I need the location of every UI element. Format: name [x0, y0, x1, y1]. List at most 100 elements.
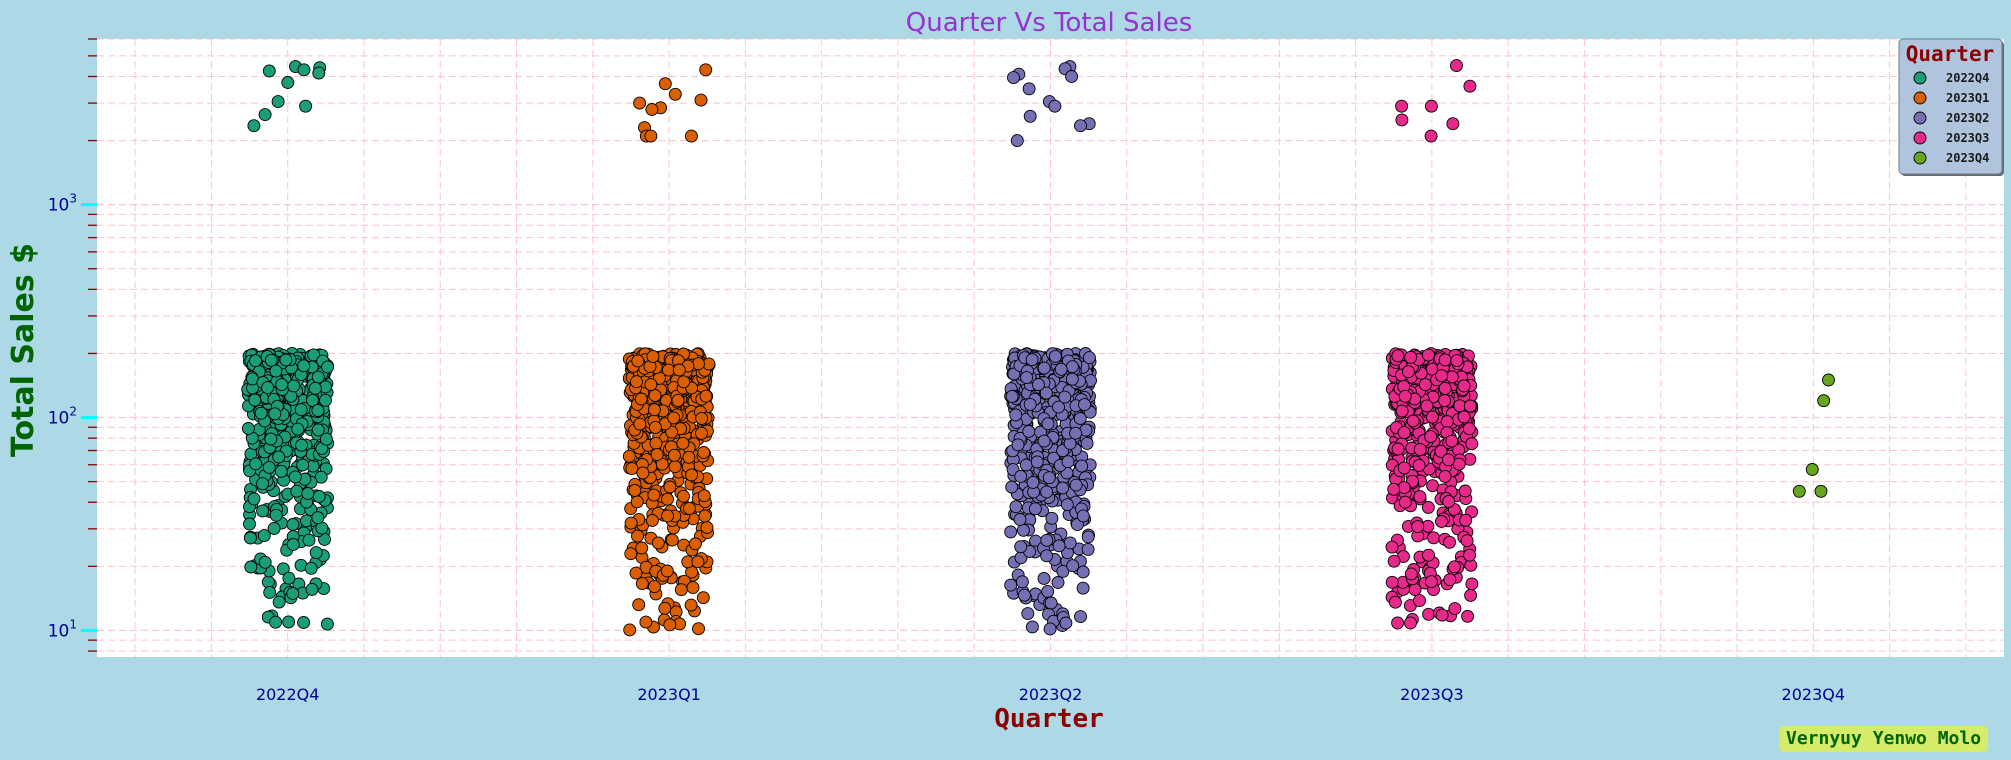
data-point	[321, 360, 335, 374]
legend: Quarter 2022Q4 2023Q1 2023Q2 2023Q3 2023Q4	[1898, 38, 2004, 176]
data-point	[1397, 426, 1411, 440]
legend-label: 2023Q3	[1946, 131, 1989, 145]
legend-title: Quarter	[1906, 42, 1995, 66]
data-point	[279, 353, 293, 367]
data-point	[1037, 361, 1051, 375]
data-point	[1412, 458, 1426, 472]
data-point	[633, 417, 647, 431]
data-point	[647, 403, 661, 417]
legend-marker	[1913, 91, 1927, 105]
data-point	[696, 591, 710, 605]
data-point	[631, 354, 645, 368]
data-point	[1424, 129, 1438, 143]
data-point	[1061, 455, 1075, 469]
data-point	[691, 357, 705, 371]
data-point	[261, 381, 275, 395]
data-point	[624, 547, 638, 561]
data-point	[291, 422, 305, 436]
data-point	[1059, 616, 1073, 630]
data-point	[306, 393, 319, 407]
data-point	[1385, 540, 1399, 554]
data-point	[1013, 513, 1027, 526]
data-point	[630, 375, 643, 389]
data-point	[257, 529, 271, 543]
data-point	[319, 432, 333, 446]
data-point	[304, 561, 318, 575]
data-point	[320, 617, 334, 631]
data-point	[1463, 79, 1477, 93]
data-point	[1073, 412, 1087, 425]
data-point	[651, 536, 665, 550]
data-point	[665, 533, 679, 547]
data-point	[646, 350, 660, 363]
data-point	[625, 462, 639, 476]
data-point	[1037, 571, 1051, 585]
data-point	[1074, 119, 1087, 133]
data-point	[1054, 362, 1068, 376]
data-point	[1397, 461, 1411, 475]
data-point	[1081, 542, 1095, 556]
data-point	[1025, 620, 1039, 634]
data-point	[630, 495, 644, 509]
legend-label: 2023Q1	[1946, 91, 1989, 105]
data-point	[312, 66, 326, 80]
data-point	[243, 517, 256, 531]
data-point	[1080, 436, 1094, 450]
data-point	[1438, 381, 1452, 395]
data-point	[1395, 99, 1409, 113]
data-point	[262, 64, 276, 78]
data-point	[1082, 351, 1096, 365]
data-point	[296, 458, 310, 472]
data-point	[682, 450, 696, 464]
data-point	[1010, 134, 1024, 148]
data-point	[1427, 531, 1441, 545]
data-point	[256, 504, 270, 518]
data-point	[644, 129, 658, 143]
data-point	[1442, 495, 1456, 508]
legend-marker	[1913, 131, 1927, 145]
data-point	[262, 460, 276, 474]
data-point	[1395, 404, 1409, 418]
data-point	[1422, 607, 1436, 621]
data-point	[648, 580, 661, 594]
y-tick-label: 101	[48, 617, 77, 641]
data-point	[1424, 430, 1438, 444]
data-point	[677, 375, 691, 389]
data-point	[1387, 482, 1401, 496]
data-point	[1074, 610, 1087, 624]
data-point	[672, 363, 686, 377]
data-point	[1014, 469, 1028, 483]
data-point	[1413, 443, 1427, 457]
data-point	[645, 514, 659, 527]
data-point	[264, 432, 278, 446]
data-point	[1814, 484, 1828, 498]
data-point	[1081, 530, 1095, 544]
data-point	[311, 404, 325, 417]
data-point	[1016, 523, 1030, 537]
data-point	[1411, 520, 1425, 534]
data-point	[661, 509, 675, 523]
data-point	[674, 583, 688, 597]
data-point	[305, 582, 319, 596]
data-point	[632, 598, 646, 612]
data-point	[697, 489, 711, 503]
data-point	[636, 466, 650, 480]
data-point	[1039, 386, 1053, 400]
data-point	[1443, 535, 1457, 549]
data-point	[1401, 365, 1415, 379]
data-point	[241, 422, 255, 435]
data-point	[1420, 399, 1434, 413]
data-point	[1425, 410, 1439, 424]
data-point	[248, 393, 262, 407]
data-point	[1406, 414, 1420, 428]
data-point	[1076, 565, 1090, 579]
data-point	[635, 541, 649, 555]
data-point	[286, 518, 300, 531]
data-point	[1069, 426, 1083, 440]
data-point	[697, 446, 711, 459]
data-point	[1385, 575, 1399, 589]
data-points	[241, 59, 1835, 637]
data-point	[1023, 397, 1037, 411]
data-point	[1395, 113, 1409, 127]
data-point	[308, 381, 322, 395]
